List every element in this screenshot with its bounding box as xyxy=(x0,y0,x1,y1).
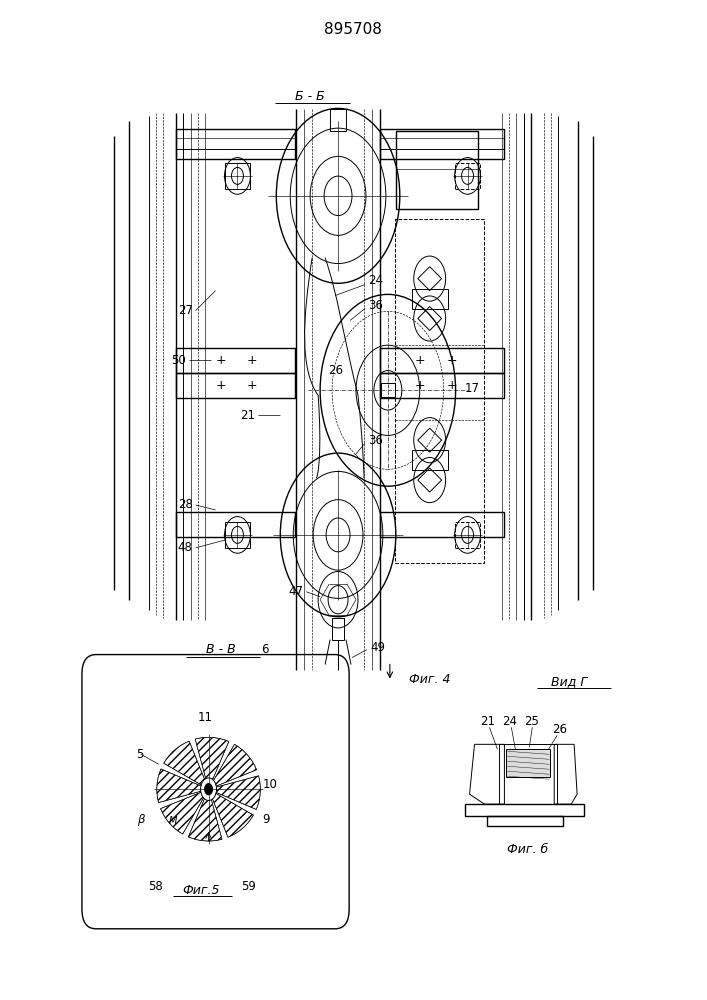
Polygon shape xyxy=(209,776,260,809)
Bar xyxy=(380,373,504,398)
Bar xyxy=(380,129,504,159)
Bar xyxy=(176,373,296,398)
Circle shape xyxy=(383,383,393,397)
Text: 895708: 895708 xyxy=(324,22,382,37)
Polygon shape xyxy=(160,789,209,834)
Text: 59: 59 xyxy=(241,880,256,893)
Polygon shape xyxy=(209,744,257,789)
Polygon shape xyxy=(195,737,229,789)
Text: 10: 10 xyxy=(262,778,277,791)
Text: 36: 36 xyxy=(368,299,382,312)
Polygon shape xyxy=(157,769,209,803)
Bar xyxy=(176,512,296,537)
Bar xyxy=(225,522,250,548)
Bar xyxy=(396,131,477,209)
Bar xyxy=(411,289,448,309)
Text: +: + xyxy=(446,379,457,392)
Bar xyxy=(176,348,296,373)
Circle shape xyxy=(204,784,213,795)
FancyBboxPatch shape xyxy=(82,655,349,929)
Text: 5: 5 xyxy=(136,748,144,761)
Text: Фиг.5: Фиг.5 xyxy=(182,884,219,897)
Bar xyxy=(380,348,504,373)
Bar xyxy=(455,522,481,548)
Text: Фиг. б: Фиг. б xyxy=(507,843,548,856)
Text: 24: 24 xyxy=(368,274,383,287)
Text: Фиг. 4: Фиг. 4 xyxy=(409,673,450,686)
Bar xyxy=(499,744,557,804)
Text: 17: 17 xyxy=(464,382,479,395)
Bar xyxy=(225,163,250,189)
Polygon shape xyxy=(469,744,504,804)
Text: +: + xyxy=(414,354,425,367)
Text: 58: 58 xyxy=(148,880,163,893)
Polygon shape xyxy=(554,744,577,804)
Text: Вид Г: Вид Г xyxy=(551,675,588,688)
Polygon shape xyxy=(188,789,222,841)
Text: 47: 47 xyxy=(288,585,303,598)
Text: 11: 11 xyxy=(198,711,213,724)
Text: 26: 26 xyxy=(328,364,343,377)
Text: 36: 36 xyxy=(368,434,382,447)
Text: +: + xyxy=(247,379,258,392)
Text: 48: 48 xyxy=(177,541,192,554)
Bar xyxy=(487,816,563,826)
Text: β: β xyxy=(137,813,145,826)
Bar xyxy=(464,804,584,816)
Text: 28: 28 xyxy=(177,498,192,511)
Text: +: + xyxy=(414,379,425,392)
Text: В - В: В - В xyxy=(206,643,235,656)
Bar xyxy=(380,512,504,537)
Text: 21: 21 xyxy=(240,409,255,422)
Bar xyxy=(381,383,395,397)
Text: 27: 27 xyxy=(177,304,192,317)
Text: 9: 9 xyxy=(262,813,270,826)
Bar xyxy=(395,219,484,563)
Polygon shape xyxy=(164,741,209,789)
Text: +: + xyxy=(247,354,258,367)
Text: 24: 24 xyxy=(502,715,517,728)
Bar xyxy=(411,450,448,470)
Text: Б - Б: Б - Б xyxy=(296,90,325,103)
Text: 26: 26 xyxy=(551,723,567,736)
Text: 21: 21 xyxy=(480,715,495,728)
Bar xyxy=(330,109,346,131)
Bar xyxy=(455,163,481,189)
Bar xyxy=(506,749,550,777)
Text: 50: 50 xyxy=(171,354,186,367)
Bar xyxy=(332,618,344,640)
Text: +: + xyxy=(215,354,226,367)
Text: +: + xyxy=(446,354,457,367)
Text: M: M xyxy=(168,816,177,826)
Circle shape xyxy=(201,778,216,800)
Text: +: + xyxy=(215,379,226,392)
Text: 49: 49 xyxy=(370,641,385,654)
Text: 6: 6 xyxy=(262,643,269,656)
Polygon shape xyxy=(209,789,253,837)
Text: 25: 25 xyxy=(524,715,539,728)
Bar xyxy=(176,129,296,159)
